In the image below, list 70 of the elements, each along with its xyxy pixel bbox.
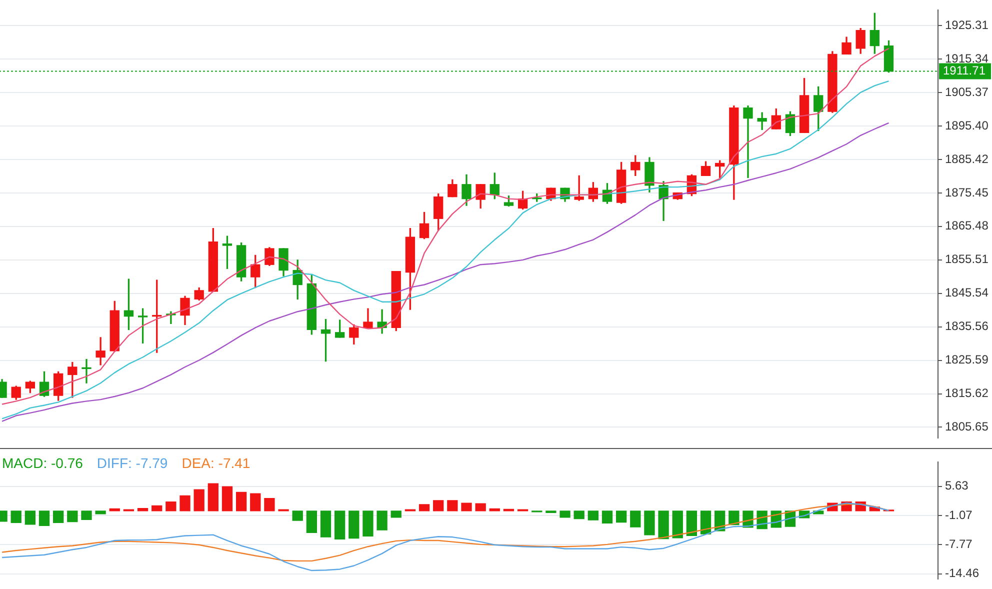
bar bbox=[152, 505, 162, 512]
text: DEA: -7.41 bbox=[182, 455, 250, 471]
bar bbox=[320, 510, 332, 538]
bar bbox=[250, 493, 261, 512]
bar bbox=[38, 510, 50, 526]
bar bbox=[306, 510, 318, 534]
bar bbox=[334, 510, 346, 540]
bar bbox=[53, 510, 64, 524]
bar bbox=[24, 510, 36, 525]
bar bbox=[616, 510, 627, 523]
bar bbox=[672, 510, 683, 538]
text: MACD: -0.76 bbox=[2, 455, 83, 471]
bar bbox=[728, 510, 740, 526]
y-tick-label: -7.77 bbox=[945, 537, 973, 552]
bar bbox=[264, 498, 275, 512]
y-tick-label: 1895.40 bbox=[945, 118, 989, 132]
bar bbox=[236, 492, 247, 512]
y-tick-label: 1845.54 bbox=[945, 286, 989, 300]
y-tick-label: 1905.37 bbox=[945, 84, 989, 99]
y-tick-label: 1825.59 bbox=[945, 352, 989, 367]
bar bbox=[475, 503, 486, 512]
text: DIFF: -7.79 bbox=[96, 455, 168, 471]
bar bbox=[560, 510, 570, 518]
bar bbox=[362, 510, 374, 536]
candlestick bbox=[82, 358, 92, 384]
bar bbox=[630, 510, 641, 528]
candlestick bbox=[96, 337, 106, 366]
bar bbox=[194, 489, 204, 512]
bar bbox=[348, 510, 360, 539]
bar bbox=[137, 508, 148, 512]
y-tick-label: 1855.51 bbox=[945, 252, 989, 266]
bar bbox=[658, 510, 669, 540]
bar bbox=[292, 510, 303, 521]
y-tick-label: 5.63 bbox=[945, 478, 969, 493]
bar bbox=[180, 495, 190, 512]
bar bbox=[10, 510, 22, 524]
bar bbox=[67, 510, 78, 522]
y-tick-label: 1865.48 bbox=[945, 218, 989, 233]
y-tick-label: 1925.31 bbox=[945, 18, 989, 32]
bar bbox=[503, 508, 514, 512]
bar bbox=[588, 510, 598, 520]
bar bbox=[644, 510, 655, 536]
bar bbox=[208, 483, 218, 512]
bar bbox=[686, 510, 698, 536]
y-tick-label: 1915.34 bbox=[945, 51, 989, 66]
bar bbox=[574, 510, 584, 520]
bar bbox=[95, 510, 106, 514]
ref-line-label: 1911.71 bbox=[943, 64, 986, 78]
bar bbox=[461, 502, 472, 512]
bar bbox=[418, 504, 430, 512]
bar bbox=[602, 510, 613, 524]
bar bbox=[222, 486, 233, 512]
y-tick-label: 1805.65 bbox=[945, 420, 989, 434]
bar bbox=[81, 510, 92, 520]
bar bbox=[166, 501, 176, 512]
bar bbox=[376, 510, 388, 530]
bar bbox=[390, 510, 402, 518]
y-tick-label: 1875.45 bbox=[945, 185, 989, 200]
candlestick bbox=[743, 106, 753, 178]
y-tick-label: 1835.56 bbox=[945, 319, 989, 334]
y-tick-label: 1815.62 bbox=[945, 386, 989, 400]
y-tick-label: 1885.42 bbox=[945, 152, 989, 166]
y-tick-label: -14.46 bbox=[945, 566, 980, 580]
bar bbox=[433, 500, 444, 512]
bar bbox=[109, 508, 120, 512]
bar bbox=[447, 500, 458, 512]
bar bbox=[700, 510, 712, 534]
y-tick-label: -1.07 bbox=[945, 508, 973, 522]
candlestick bbox=[757, 112, 767, 130]
bar bbox=[489, 508, 500, 512]
